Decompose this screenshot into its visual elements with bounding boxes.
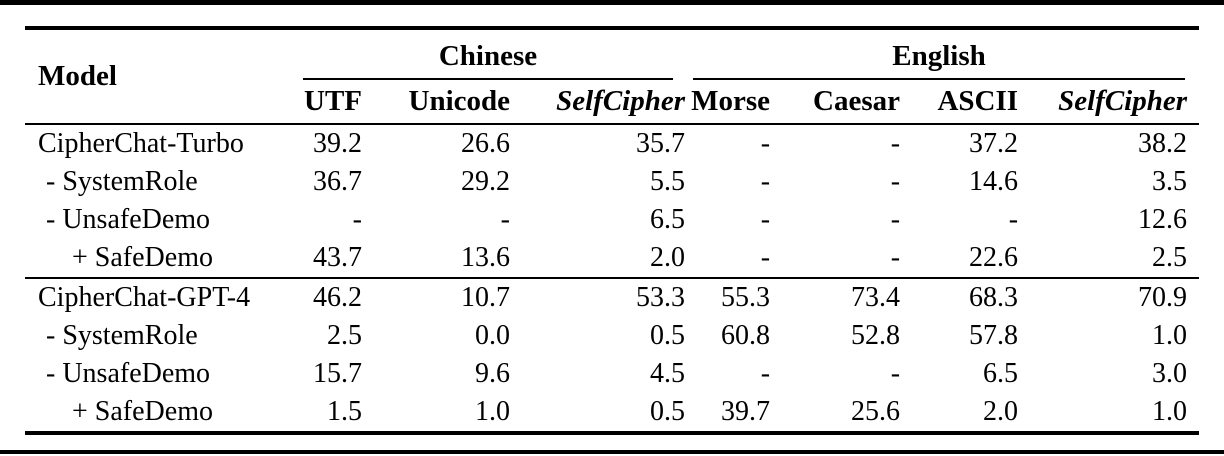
value-cell: 4.5: [650, 358, 686, 389]
column-header-selfcipher-chinese: SelfCipher: [510, 80, 686, 125]
table-header: Model Chinese English UTF Unicode SelfCi…: [25, 28, 1200, 125]
value-cell: -: [760, 166, 771, 197]
value-cell: 26.6: [461, 128, 510, 159]
value-cell: 46.2: [295, 277, 362, 317]
value-cell: -: [760, 128, 771, 159]
value-cell: 0.0: [475, 320, 510, 351]
value-cell: 1.0: [475, 396, 510, 427]
value-cell: 12.6: [1138, 204, 1188, 235]
results-table-container: Model Chinese English UTF Unicode SelfCi…: [25, 26, 1200, 435]
value-cell: 70.9: [1018, 277, 1200, 317]
column-header-unicode: Unicode: [362, 80, 510, 125]
group-header-english: English: [685, 28, 1199, 80]
value-cell: 1.0: [1152, 396, 1188, 427]
column-header-caesar: Caesar: [770, 80, 901, 125]
row-label: CipherChat-Turbo: [38, 128, 244, 159]
value-cell: 2.5: [327, 320, 362, 351]
table-row: - SystemRole 2.5 0.0 0.5 60.8 52.8 57.8 1.0: [25, 317, 1199, 355]
value-cell: 39.7: [721, 396, 771, 427]
column-header-morse: Morse: [685, 80, 771, 125]
column-header-selfcipher-english: SelfCipher: [1018, 80, 1200, 125]
row-label: - SystemRole: [46, 320, 198, 351]
row-label: - UnsafeDemo: [46, 204, 211, 235]
value-cell: 57.8: [969, 320, 1019, 351]
row-label: CipherChat-GPT-4: [25, 277, 295, 317]
row-label: - SystemRole: [46, 166, 198, 197]
value-cell: 5.5: [650, 166, 686, 197]
table-body: CipherChat-Turbo 39.2 26.6 35.7 - - 37.2 38.2 - …: [25, 124, 1200, 433]
value-cell: 0.5: [650, 396, 686, 427]
value-cell: 39.2: [313, 128, 362, 159]
value-cell: -: [760, 358, 771, 389]
page-bottom-rule: [0, 450, 1224, 454]
value-cell: 0.5: [650, 320, 686, 351]
value-cell: -: [890, 166, 901, 197]
value-cell: -: [500, 204, 510, 235]
value-cell: 55.3: [685, 277, 771, 317]
value-cell: 22.6: [969, 242, 1019, 273]
group-header-row: Model Chinese English: [25, 28, 1199, 125]
value-cell: 38.2: [1138, 128, 1188, 159]
value-cell: 1.0: [1152, 320, 1188, 351]
row-label: - UnsafeDemo: [46, 358, 211, 389]
value-cell: -: [890, 128, 901, 159]
value-cell: 10.7: [362, 277, 510, 317]
value-cell: 43.7: [313, 242, 362, 273]
value-cell: -: [1008, 204, 1019, 235]
value-cell: 3.5: [1152, 166, 1188, 197]
value-cell: -: [890, 242, 901, 273]
table-row: CipherChat-GPT-4 46.2 10.7 53.3 55.3 73.4 68.3…: [25, 277, 1200, 317]
table-row: CipherChat-Turbo 39.2 26.6 35.7 - - 37.2 38.2: [25, 124, 1199, 163]
value-cell: 35.7: [636, 128, 686, 159]
value-cell: 15.7: [313, 358, 362, 389]
group-header-chinese: Chinese: [295, 28, 685, 80]
value-cell: 14.6: [969, 166, 1019, 197]
value-cell: -: [890, 358, 901, 389]
value-cell: -: [760, 204, 771, 235]
value-cell: 13.6: [461, 242, 510, 273]
value-cell: -: [352, 204, 362, 235]
value-cell: 9.6: [475, 358, 510, 389]
value-cell: 25.6: [851, 396, 901, 427]
column-header-ascii: ASCII: [900, 80, 1019, 125]
value-cell: 1.5: [327, 396, 362, 427]
table-row: + SafeDemo 1.5 1.0 0.5 39.7 25.6 2.0 1.0: [25, 393, 1199, 433]
value-cell: 3.0: [1152, 358, 1188, 389]
value-cell: 29.2: [461, 166, 510, 197]
value-cell: 53.3: [510, 277, 686, 317]
value-cell: 52.8: [851, 320, 901, 351]
column-header-model: Model: [25, 28, 295, 125]
value-cell: -: [760, 242, 771, 273]
group-header-english-label: English: [693, 40, 1186, 80]
table-row: - UnsafeDemo - - 6.5 - - - 12.6: [25, 201, 1199, 239]
value-cell: 2.0: [983, 396, 1019, 427]
value-cell: 68.3: [900, 277, 1019, 317]
table-row: + SafeDemo 43.7 13.6 2.0 - - 22.6 2.5: [25, 239, 1199, 278]
value-cell: 37.2: [969, 128, 1019, 159]
table-row: - SystemRole 36.7 29.2 5.5 - - 14.6 3.5: [25, 163, 1199, 201]
value-cell: -: [890, 204, 901, 235]
column-header-utf: UTF: [295, 80, 362, 125]
results-table: Model Chinese English UTF Unicode SelfCi…: [25, 26, 1200, 435]
value-cell: 2.0: [650, 242, 686, 273]
page-top-rule: [0, 0, 1224, 5]
group-header-chinese-label: Chinese: [303, 40, 674, 80]
value-cell: 6.5: [983, 358, 1019, 389]
table-row: - UnsafeDemo 15.7 9.6 4.5 - - 6.5 3.0: [25, 355, 1199, 393]
value-cell: 2.5: [1152, 242, 1188, 273]
row-label: + SafeDemo: [72, 242, 213, 273]
value-cell: 60.8: [721, 320, 771, 351]
row-label: + SafeDemo: [72, 396, 213, 427]
column-header-row: UTF Unicode SelfCipher Morse Caesar ASCI…: [25, 80, 1200, 125]
value-cell: 36.7: [313, 166, 362, 197]
value-cell: 6.5: [650, 204, 686, 235]
value-cell: 73.4: [770, 277, 901, 317]
